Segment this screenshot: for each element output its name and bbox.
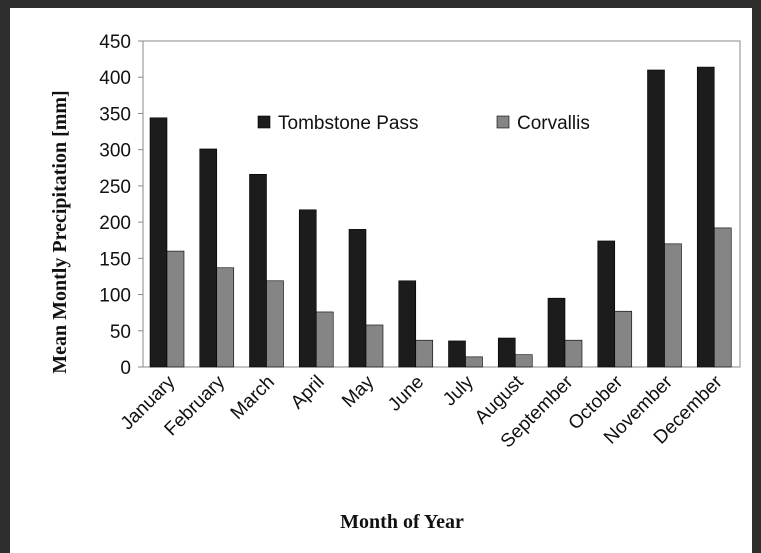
bar [216,267,235,368]
y-tick-label: 350 [99,104,131,125]
bar [713,227,732,368]
bar [547,297,566,368]
y-tick-label: 50 [110,322,131,343]
bar [166,250,185,368]
y-tick-label: 100 [99,286,131,307]
bar [315,311,334,368]
bar [514,354,533,368]
bar [696,66,715,368]
background [10,8,752,553]
bar [199,148,218,368]
y-tick-label: 250 [99,177,131,198]
bar [465,356,483,368]
y-tick-label: 450 [99,32,131,53]
legend-swatch [257,115,271,129]
bar [249,173,267,368]
bar [664,243,682,368]
bar [614,310,633,368]
bar [647,69,665,368]
bar [298,209,317,368]
bar [398,280,417,368]
bar [348,229,367,368]
bar [266,280,284,368]
x-axis-label: Month of Year [340,511,464,533]
bar [497,337,516,368]
y-axis-label: Mean Montly Precipitation [mm] [49,90,71,373]
legend-swatch [496,115,510,129]
legend-label: Corvallis [517,113,590,134]
y-tick-label: 400 [99,68,131,89]
bar [448,340,466,368]
plot-area [142,40,741,368]
y-tick-label: 200 [99,213,131,234]
bar [597,240,616,368]
y-tick-label: 0 [120,358,131,379]
bar [365,324,384,368]
y-tick-label: 300 [99,141,131,162]
y-tick-label: 150 [99,249,131,270]
legend-label: Tombstone Pass [278,113,418,134]
bar [149,117,168,368]
bar [415,339,434,368]
bar [564,339,583,368]
